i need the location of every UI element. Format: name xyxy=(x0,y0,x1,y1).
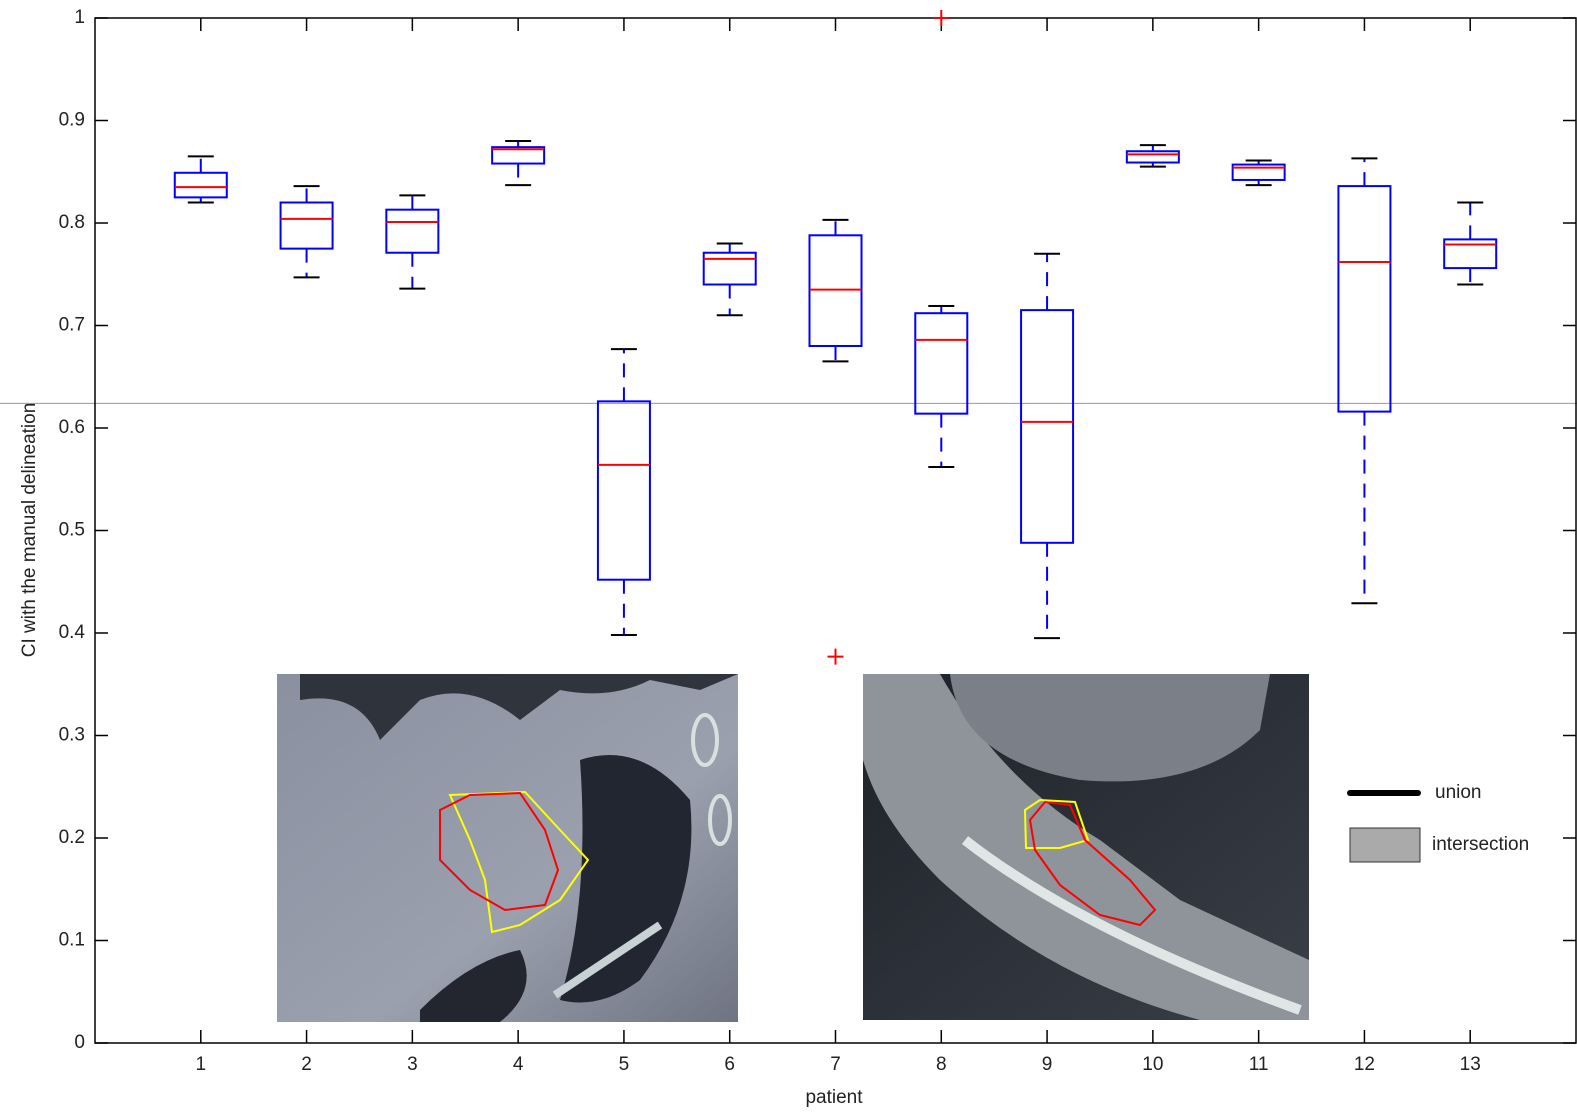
x-tick-label: 9 xyxy=(1042,1054,1053,1075)
y-tick-label: 0.8 xyxy=(59,212,85,233)
box xyxy=(173,171,228,199)
box xyxy=(808,234,863,347)
box xyxy=(596,400,651,581)
y-tick-label: 0.6 xyxy=(59,417,85,438)
x-tick-label: 7 xyxy=(830,1054,841,1075)
box xyxy=(702,251,757,286)
y-tick-label: 0.7 xyxy=(59,315,85,336)
x-tick-label: 1 xyxy=(195,1054,206,1075)
x-tick-label: 10 xyxy=(1142,1054,1163,1075)
outlier xyxy=(827,648,844,665)
y-tick-label: 0.1 xyxy=(59,930,85,951)
ct-image-left xyxy=(277,674,738,1022)
box xyxy=(1125,150,1180,164)
legend-label: union xyxy=(1435,782,1482,803)
box xyxy=(279,201,334,250)
x-tick-label: 8 xyxy=(936,1054,947,1075)
box xyxy=(491,146,546,165)
y-tick-label: 0 xyxy=(74,1032,85,1053)
y-tick-label: 0.3 xyxy=(59,725,85,746)
legend-swatch xyxy=(1349,827,1421,863)
y-tick-label: 0.9 xyxy=(59,110,85,131)
box xyxy=(914,312,969,415)
x-tick-label: 2 xyxy=(301,1054,312,1075)
x-tick-label: 4 xyxy=(513,1054,524,1075)
y-tick-label: 0.4 xyxy=(59,622,86,643)
x-tick-label: 12 xyxy=(1354,1054,1375,1075)
box xyxy=(1443,238,1498,270)
y-tick-label: 1 xyxy=(74,7,85,28)
x-tick-label: 5 xyxy=(619,1054,630,1075)
x-tick-label: 13 xyxy=(1460,1054,1481,1075)
box xyxy=(1020,309,1075,544)
x-axis-label: patient xyxy=(805,1087,863,1108)
box xyxy=(1231,163,1286,181)
outlier xyxy=(933,10,950,26)
x-tick-label: 11 xyxy=(1249,1054,1269,1075)
y-tick-label: 0.2 xyxy=(59,827,85,848)
y-axis-label: CI with the manual delineation xyxy=(19,403,40,658)
x-tick-label: 6 xyxy=(724,1054,735,1075)
box xyxy=(385,208,440,254)
ct-image-right xyxy=(863,674,1309,1020)
box xyxy=(1337,185,1392,413)
x-tick-label: 3 xyxy=(407,1054,418,1075)
y-tick-label: 0.5 xyxy=(59,520,85,541)
legend-label: intersection xyxy=(1432,834,1529,855)
